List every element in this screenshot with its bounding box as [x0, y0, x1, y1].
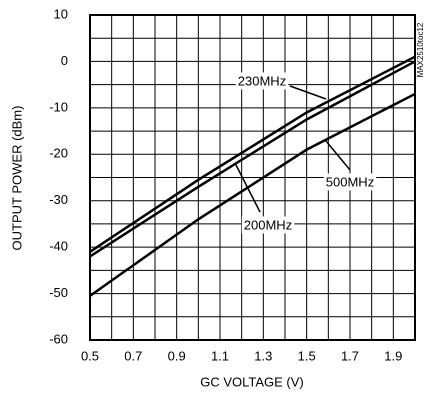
y-tick-label: -20: [49, 146, 68, 161]
series-line: [89, 55, 416, 253]
y-tick-label: -10: [49, 99, 68, 114]
series-label: 200MHz: [244, 217, 292, 232]
label-background: [235, 72, 289, 90]
y-tick-label: -60: [49, 331, 68, 346]
y-tick-label: 0: [61, 53, 68, 68]
y-tick-label: -40: [49, 239, 68, 254]
x-tick-label: 1.5: [298, 348, 316, 363]
leader-line: [289, 85, 327, 100]
series-line: [89, 60, 416, 258]
plot-frame: [89, 14, 416, 341]
y-tick-label: -50: [49, 285, 68, 300]
x-tick-label: 1.9: [384, 348, 402, 363]
x-tick-label: 0.7: [124, 348, 142, 363]
y-tick-label: -30: [49, 192, 68, 207]
x-tick-label: 1.1: [211, 348, 229, 363]
x-tick-label: 0.9: [168, 348, 186, 363]
label-background: [323, 173, 377, 191]
x-tick-label: 0.5: [81, 348, 99, 363]
side-note: MAX2510toc12: [416, 22, 425, 77]
x-tick-label: 1.7: [341, 348, 359, 363]
series-line: [89, 92, 416, 297]
leader-line: [235, 164, 261, 213]
leader-line: [325, 140, 351, 171]
x-tick-label: 1.3: [254, 348, 272, 363]
series-label: 500MHz: [326, 174, 374, 189]
label-background: [241, 216, 295, 234]
x-axis-label: GC VOLTAGE (V): [200, 374, 304, 389]
y-axis-label: OUTPUT POWER (dBm): [9, 106, 24, 251]
y-tick-label: 10: [54, 6, 68, 21]
series-label: 230MHz: [238, 73, 286, 88]
